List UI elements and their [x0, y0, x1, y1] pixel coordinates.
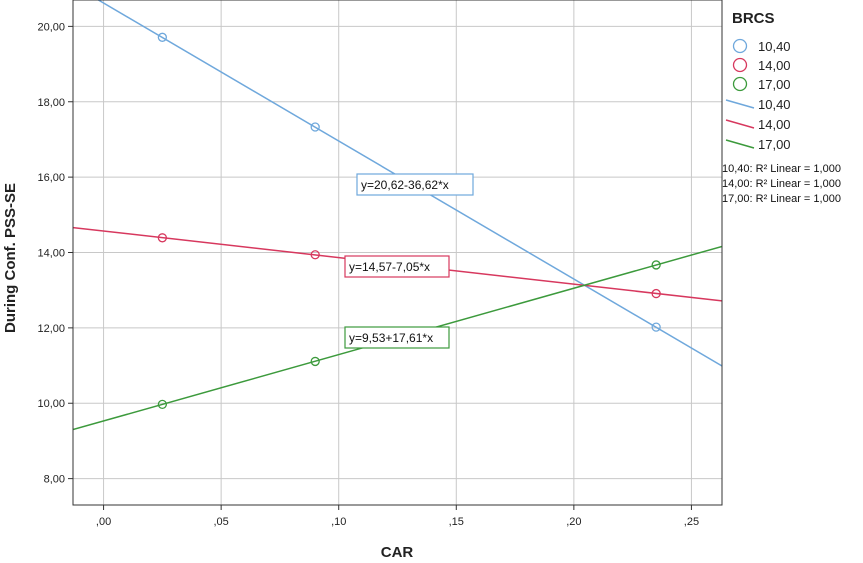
y-tick-label: 18,00	[37, 97, 65, 109]
x-tick-label: ,15	[449, 516, 464, 528]
legend-marker	[732, 38, 748, 54]
data-point	[157, 399, 168, 410]
equation-labels: y=20,62-36,62*x y=14,57-7,05*x y=9,53+17,6…	[344, 173, 474, 349]
y-tick-label: 16,00	[37, 172, 65, 184]
legend-marker	[732, 57, 748, 73]
equation-box	[356, 173, 474, 196]
legend-marker-label: 14,00	[758, 58, 791, 73]
x-tick-label: ,05	[213, 516, 228, 528]
legend-line	[725, 99, 755, 109]
x-tick-label: ,10	[331, 516, 346, 528]
y-tick-label: 20,00	[37, 21, 65, 33]
equation-label: y=14,57-7,05*x	[349, 260, 430, 274]
x-tick-label: ,20	[566, 516, 581, 528]
x-tick-label: ,25	[684, 516, 699, 528]
data-point	[310, 250, 320, 260]
data-point	[651, 322, 661, 332]
data-point	[651, 260, 661, 270]
legend-marker-label: 17,00	[758, 77, 791, 92]
legend-marker	[732, 76, 748, 92]
legend-line-label: 10,40	[758, 97, 791, 112]
legend-r2-label: 10,40: R² Linear = 1,000	[722, 163, 841, 175]
data-point	[651, 288, 661, 299]
legend-line-label: 14,00	[758, 117, 791, 132]
legend: BRCS 10,40 10,40 10,40: R² Linear = 1,000 1…	[722, 10, 841, 205]
equation-label: y=20,62-36,62*x	[361, 178, 449, 192]
legend-marker-label: 10,40	[758, 39, 791, 54]
y-tick-label: 14,00	[37, 248, 65, 260]
data-points	[157, 32, 661, 410]
grid	[73, 0, 722, 505]
legend-r2-label: 14,00: R² Linear = 1,000	[722, 178, 841, 190]
y-tick-label: 8,00	[44, 474, 65, 486]
data-point	[310, 122, 320, 132]
axis-ticks: ,00 ,05 ,10 ,15 ,20 ,25 8,00 10,00 12,00 14,00 16,…	[37, 21, 699, 528]
legend-title: BRCS	[732, 10, 775, 27]
equation-label: y=9,53+17,61*x	[349, 331, 433, 345]
legend-line	[725, 119, 755, 129]
legend-line	[725, 139, 755, 149]
x-tick-label: ,00	[96, 516, 111, 528]
fit-lines	[73, 0, 722, 431]
data-point	[157, 32, 168, 42]
legend-line-label: 17,00	[758, 137, 791, 152]
y-tick-label: 12,00	[37, 323, 65, 335]
data-point	[310, 356, 320, 367]
y-axis-title: During Conf. PSS-SE	[2, 183, 19, 333]
legend-r2-label: 17,00: R² Linear = 1,000	[722, 193, 841, 205]
x-axis-title: CAR	[381, 544, 414, 561]
equation-box	[344, 255, 450, 278]
equation-box	[344, 326, 450, 349]
y-tick-label: 10,00	[37, 398, 65, 410]
data-point	[157, 233, 168, 243]
